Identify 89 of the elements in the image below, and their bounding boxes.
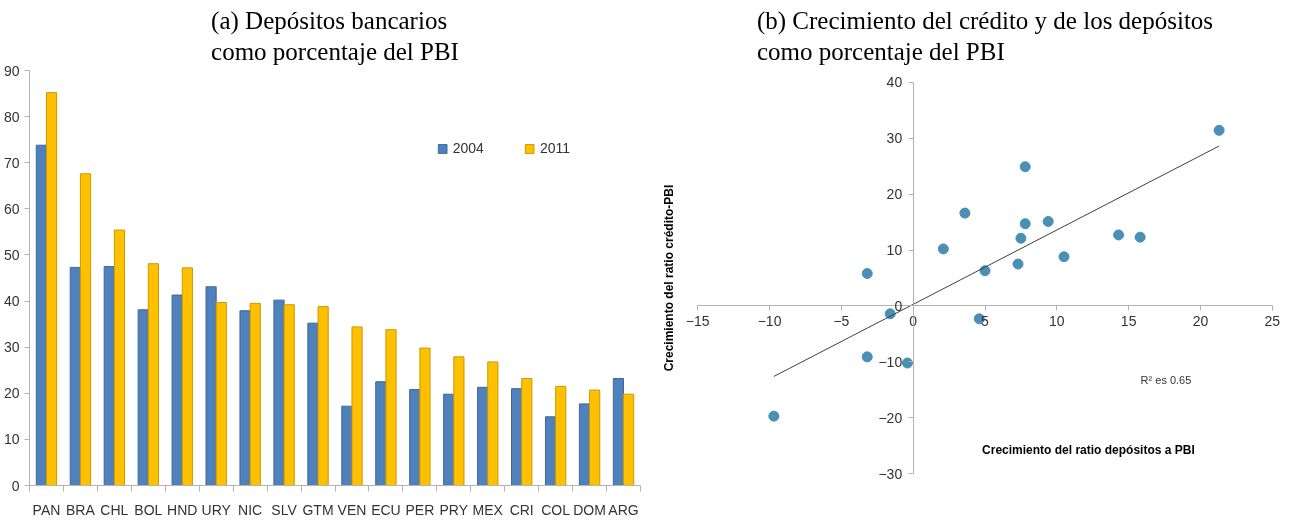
point bbox=[1134, 231, 1146, 243]
point bbox=[901, 357, 913, 369]
x-tick-label: 25 bbox=[1264, 312, 1281, 329]
bar bbox=[273, 299, 285, 486]
bar bbox=[215, 301, 227, 486]
point bbox=[1058, 251, 1070, 263]
y-tick-label: −20 bbox=[878, 409, 903, 426]
point bbox=[1015, 232, 1027, 244]
point bbox=[1012, 258, 1024, 270]
y-tick-label: 10 bbox=[3, 431, 20, 448]
y-tick-label: 70 bbox=[3, 154, 20, 171]
bar bbox=[171, 294, 183, 486]
legend-label: 2011 bbox=[539, 140, 570, 156]
bar bbox=[205, 286, 217, 486]
bar bbox=[181, 267, 193, 486]
point bbox=[1042, 216, 1054, 227]
point bbox=[768, 410, 780, 422]
x-tick-label: BOL bbox=[134, 501, 163, 518]
y-tick-label: 40 bbox=[3, 293, 20, 310]
x-tick-label: ARG bbox=[608, 501, 639, 518]
point bbox=[937, 243, 949, 255]
x-tick-label: 15 bbox=[1120, 312, 1137, 329]
x-tick-label: HND bbox=[167, 501, 198, 518]
y-tick-label: −30 bbox=[878, 465, 903, 482]
x-tick-label: 5 bbox=[981, 312, 990, 329]
bar bbox=[612, 378, 625, 486]
x-axis-title: Crecimiento del ratio depósitos a PBI bbox=[982, 443, 1195, 458]
x-tick-label: BRA bbox=[66, 501, 96, 518]
y-tick-label: 0 bbox=[11, 477, 20, 494]
x-tick-label: COL bbox=[541, 501, 571, 518]
x-tick-label: 10 bbox=[1049, 312, 1065, 329]
x-tick-label: VEN bbox=[337, 501, 367, 518]
x-tick-label: MEX bbox=[472, 501, 504, 518]
bar bbox=[137, 309, 149, 486]
y-tick-label: 90 bbox=[3, 62, 20, 79]
bar bbox=[45, 92, 58, 486]
bar bbox=[351, 326, 363, 486]
x-tick-label: GTM bbox=[302, 501, 334, 518]
bar bbox=[317, 306, 329, 486]
bar bbox=[521, 378, 533, 486]
point bbox=[1213, 124, 1225, 136]
x-tick-label: 20 bbox=[1192, 312, 1209, 329]
y-tick-label: 50 bbox=[3, 246, 20, 263]
bar bbox=[487, 361, 499, 486]
y-axis-title: Crecimiento del ratio crédito-PBI bbox=[661, 184, 676, 372]
x-tick-label: SLV bbox=[271, 501, 298, 518]
chart-title: (a) Depósitos bancarios como porcentaje del PBI bbox=[211, 7, 459, 66]
x-tick-label: −5 bbox=[833, 312, 850, 329]
bar bbox=[79, 173, 92, 486]
y-tick-label: 10 bbox=[886, 242, 903, 259]
point bbox=[1113, 229, 1125, 241]
point bbox=[1019, 218, 1031, 230]
bar bbox=[419, 347, 431, 486]
chart-title: (b) Crecimiento del crédito y de los depósitos como porcentaje del PBI bbox=[756, 7, 1214, 66]
y-tick-label: 80 bbox=[3, 108, 20, 125]
bar bbox=[555, 385, 567, 486]
x-tick-label: PAN bbox=[32, 501, 61, 518]
x-tick-label: PER bbox=[405, 501, 435, 518]
bar bbox=[249, 302, 261, 486]
x-tick-label: CHL bbox=[100, 501, 129, 518]
point bbox=[861, 268, 873, 280]
x-tick-label: −15 bbox=[685, 312, 710, 329]
x-tick-label: URY bbox=[201, 501, 232, 518]
annotation: R² es 0.65 bbox=[1140, 373, 1192, 386]
y-tick-label: 60 bbox=[3, 200, 20, 217]
bar bbox=[147, 263, 159, 486]
bar bbox=[283, 304, 295, 486]
bar bbox=[453, 356, 465, 486]
legend-label: 2004 bbox=[452, 140, 484, 156]
y-tick-label: 30 bbox=[886, 130, 903, 147]
point bbox=[959, 207, 971, 219]
bar bbox=[589, 389, 601, 486]
y-tick-label: −10 bbox=[878, 353, 903, 370]
x-tick-label: PRY bbox=[439, 501, 469, 518]
y-tick-label: 20 bbox=[886, 186, 903, 203]
x-tick-label: DOM bbox=[573, 501, 606, 518]
x-tick-label: −10 bbox=[757, 312, 782, 329]
point bbox=[861, 351, 873, 363]
y-tick-label: 0 bbox=[894, 297, 903, 314]
x-tick-label: CRI bbox=[509, 501, 534, 518]
bar bbox=[385, 329, 397, 486]
bar bbox=[623, 393, 635, 486]
point bbox=[1019, 161, 1031, 173]
x-tick-label: NIC bbox=[238, 501, 263, 518]
y-tick-label: 30 bbox=[3, 339, 20, 356]
x-tick-label: ECU bbox=[371, 501, 401, 518]
y-tick-label: 20 bbox=[3, 385, 20, 402]
y-tick-label: 40 bbox=[886, 74, 903, 91]
bar bbox=[113, 229, 126, 486]
